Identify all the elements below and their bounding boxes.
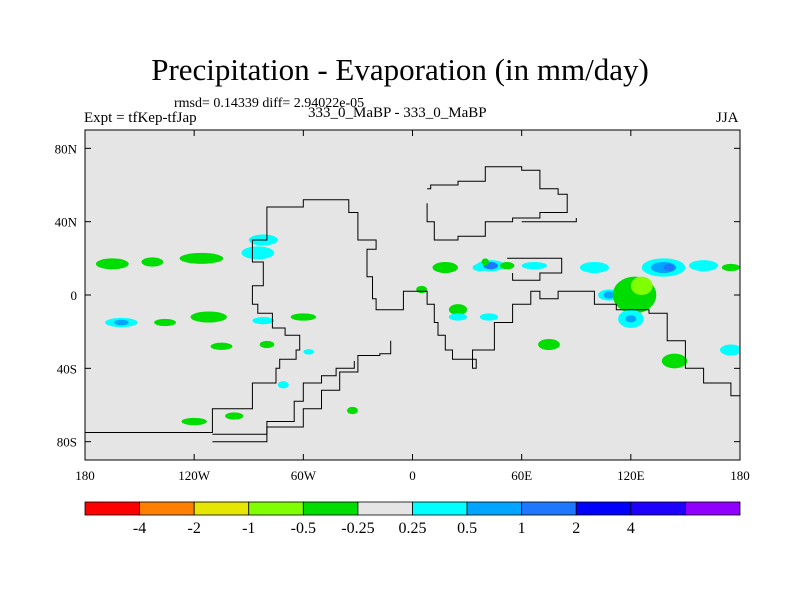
contour-blob [603,291,615,299]
colorbar-box [84,501,140,516]
coastline [212,361,355,435]
contour-blob [347,406,358,415]
lon-tick-label: 60E [511,468,532,483]
contour-blob [630,276,653,296]
lon-tick-label: 180 [75,468,95,483]
colorbar-box [630,501,686,516]
colorbar-box [521,501,577,516]
lat-tick-label: 40S [57,361,77,376]
contour-blob [114,319,129,326]
contour-blob [661,353,688,369]
colorbar-label: 1 [518,520,526,537]
lon-tick-label: 180 [730,468,750,483]
colorbar-box [193,501,250,516]
contour-blob [154,318,176,327]
colorbar-box [412,501,468,516]
colorbar-label: 0.5 [457,520,477,537]
lon-tick-label: 60W [291,468,317,483]
colorbar-label: -1 [242,520,255,537]
contour-blob [290,313,317,321]
lat-tick-label: 0 [71,288,78,303]
period-label: 333_0_MaBP - 333_0_MaBP [308,105,487,121]
colorbar-box [685,501,741,516]
lon-tick-label: 0 [409,468,416,483]
coastline [85,199,740,433]
contour-blob [179,252,224,264]
rmsd-diff-stats: rmsd= 0.14339 diff= 2.94022e-05 [174,96,365,111]
contour-blob [663,263,675,272]
contour-blob [141,257,164,267]
coastlines [85,166,740,443]
contour-blob [521,262,548,270]
colorbar-label: -4 [133,520,146,537]
colorbar-label: -2 [188,520,201,537]
contour-blob [719,344,740,356]
colorbar-label: 2 [572,520,580,537]
contour-blob [259,340,275,349]
colorbar-box [139,501,195,516]
lat-tick-label: 80S [57,435,77,450]
contour-blob [448,304,468,316]
contour-blob [303,349,315,355]
contour-blob [499,262,515,270]
coastline [521,218,577,223]
contour-blob [181,417,207,426]
contour-blob [190,311,227,323]
contour-blob [210,342,233,351]
contour-blob [448,313,468,321]
axis-ticks: 180 120W 60W 0 60E 120E 180 80N 40N 0 40S 80S [55,130,750,483]
lon-tick-label: 120E [617,468,645,483]
contour-blob [241,246,275,260]
contour-blob [579,262,609,273]
contour-blob [225,412,244,420]
plot-title: Precipitation - Evaporation (in mm/day) [151,52,649,87]
experiment-label: Expt = tfKep-tfJap [84,110,197,126]
colorbar-box [248,501,304,516]
lon-tick-label: 120W [178,468,211,483]
contour-blob [721,263,740,272]
coastline [212,340,392,443]
lat-tick-label: 80N [55,141,78,156]
contour-blob [252,317,275,325]
coastline [426,166,568,241]
colorbar-label: -0.5 [291,520,316,537]
colorbar-box [575,501,632,516]
season-label: JJA [716,110,739,126]
contour-blob [689,260,719,272]
colorbar-label: 0.25 [399,520,427,537]
contour-field [85,130,740,460]
contour-blob [95,258,129,270]
colorbar-label: -0.25 [341,520,374,537]
contour-blob [538,339,560,350]
colorbar-label: 4 [627,520,635,537]
contour-blob [432,262,458,273]
colorbar-box [466,501,523,516]
colorbar-box [302,501,359,516]
coastline [507,257,563,281]
contour-blob [625,315,637,323]
contour-blob [277,381,289,389]
contour-blob [481,258,489,266]
contour-blob [479,313,499,321]
colorbar-box [357,501,413,516]
lat-tick-label: 40N [55,215,78,230]
